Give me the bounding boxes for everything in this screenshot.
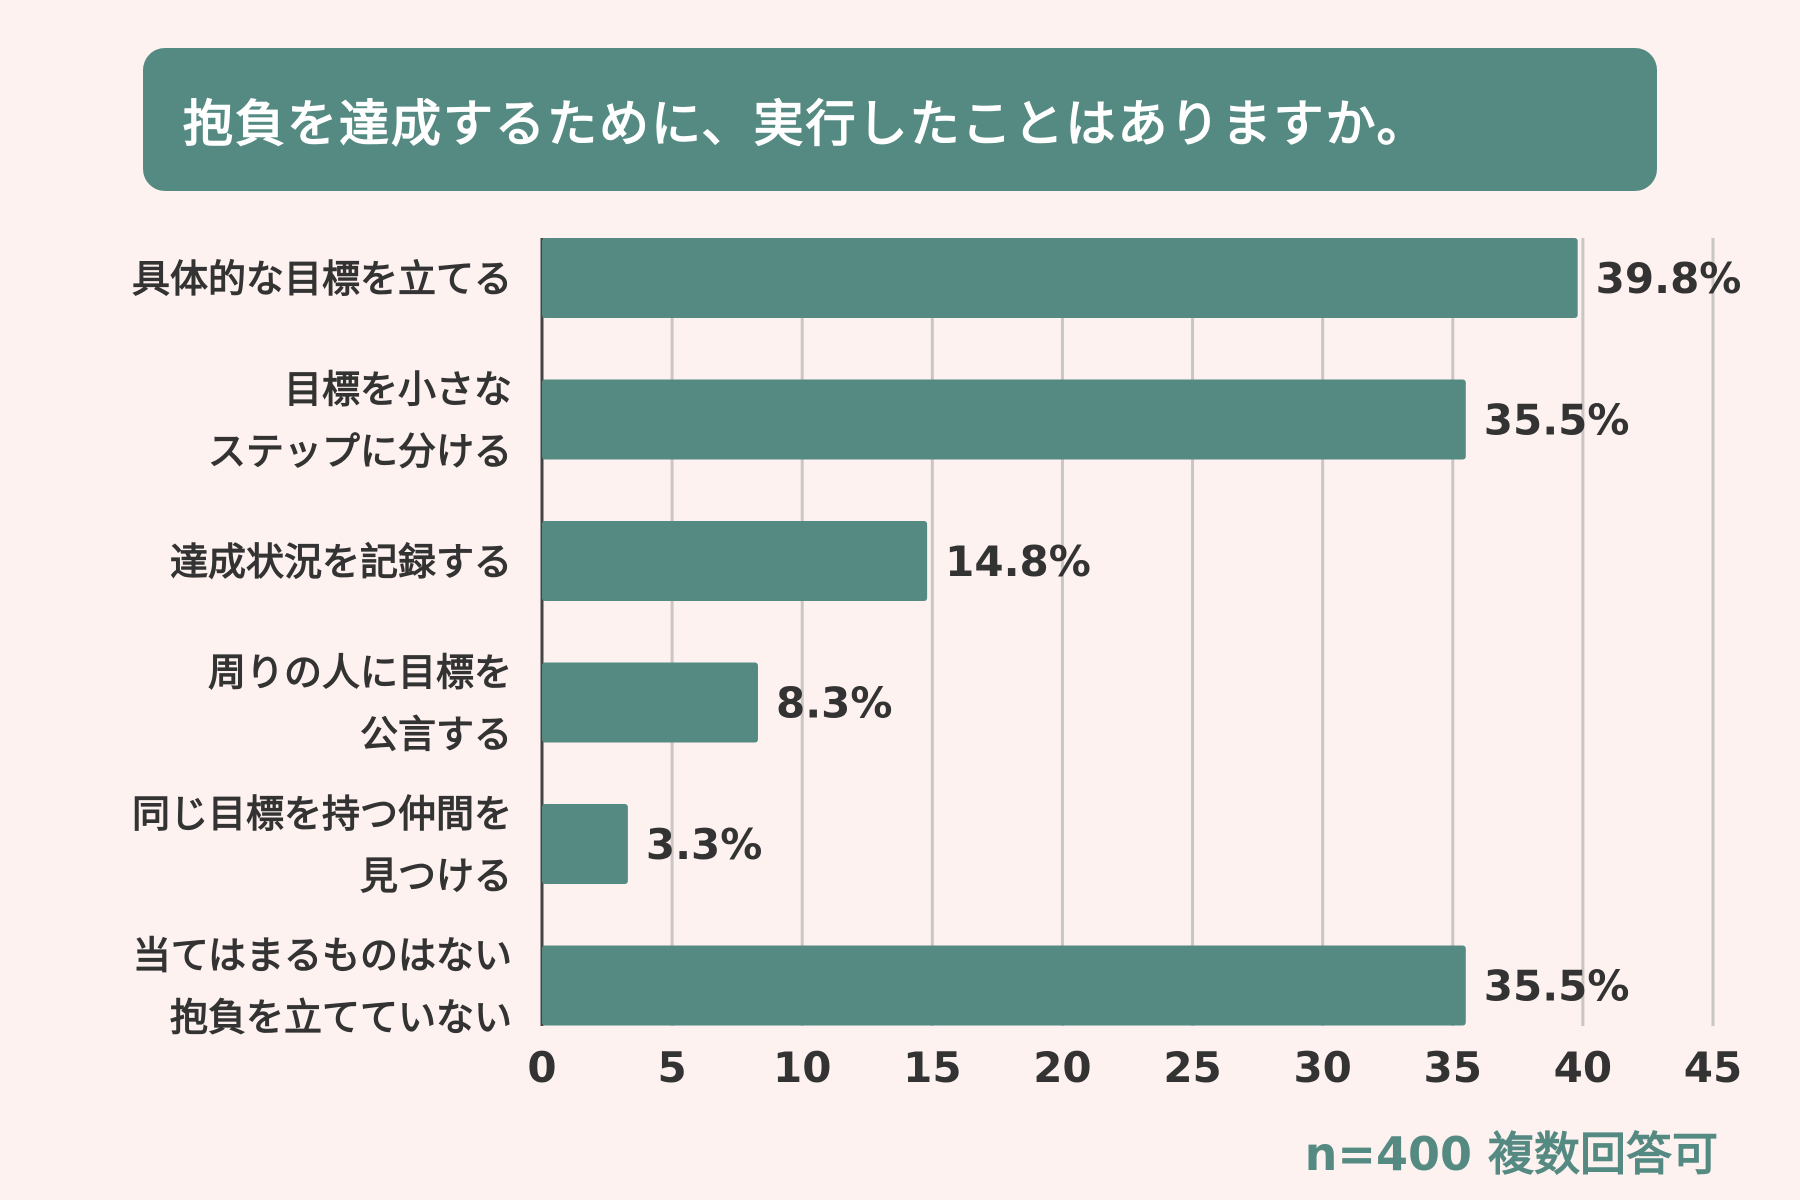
category-label: 公言する	[360, 713, 512, 757]
x-tick-label: 30	[1293, 1043, 1351, 1092]
x-tick-label: 40	[1554, 1043, 1612, 1092]
value-label: 35.5%	[1484, 396, 1630, 445]
value-label: 3.3%	[646, 820, 762, 869]
category-label: 当てはまるものはない	[133, 934, 512, 978]
category-label: 具体的な目標を立てる	[132, 257, 512, 301]
x-tick-label: 15	[903, 1043, 961, 1092]
chart-title-box: 抱負を達成するために、実行したことはありますか。	[143, 48, 1657, 191]
bar	[542, 804, 628, 884]
category-label: 周りの人に目標を	[208, 651, 512, 695]
x-tick-label: 20	[1033, 1043, 1091, 1092]
category-label: ステップに分ける	[208, 430, 512, 474]
value-label: 35.5%	[1484, 962, 1630, 1011]
category-label: 達成状況を記録する	[170, 540, 512, 584]
bar	[542, 662, 758, 743]
x-tick-label: 35	[1424, 1043, 1482, 1092]
value-label: 8.3%	[776, 679, 892, 728]
category-label: 目標を小さな	[284, 368, 512, 412]
bar	[542, 379, 1466, 460]
x-tick-label: 5	[657, 1043, 686, 1092]
bar	[542, 945, 1466, 1026]
x-tick-label: 45	[1684, 1043, 1742, 1092]
value-label: 39.8%	[1596, 254, 1742, 303]
category-label: 見つける	[360, 854, 512, 898]
x-tick-label: 0	[527, 1043, 556, 1092]
bar	[542, 238, 1578, 318]
x-tick-label: 25	[1163, 1043, 1221, 1092]
chart-title: 抱負を達成するために、実行したことはありますか。	[183, 94, 1429, 153]
value-label: 14.8%	[945, 537, 1091, 586]
category-label: 同じ目標を持つ仲間を	[132, 792, 512, 836]
category-label: 抱負を立てていない	[170, 996, 512, 1040]
sample-note: n=400 複数回答可	[1304, 1127, 1718, 1181]
x-tick-label: 10	[773, 1043, 831, 1092]
bar	[542, 521, 928, 601]
